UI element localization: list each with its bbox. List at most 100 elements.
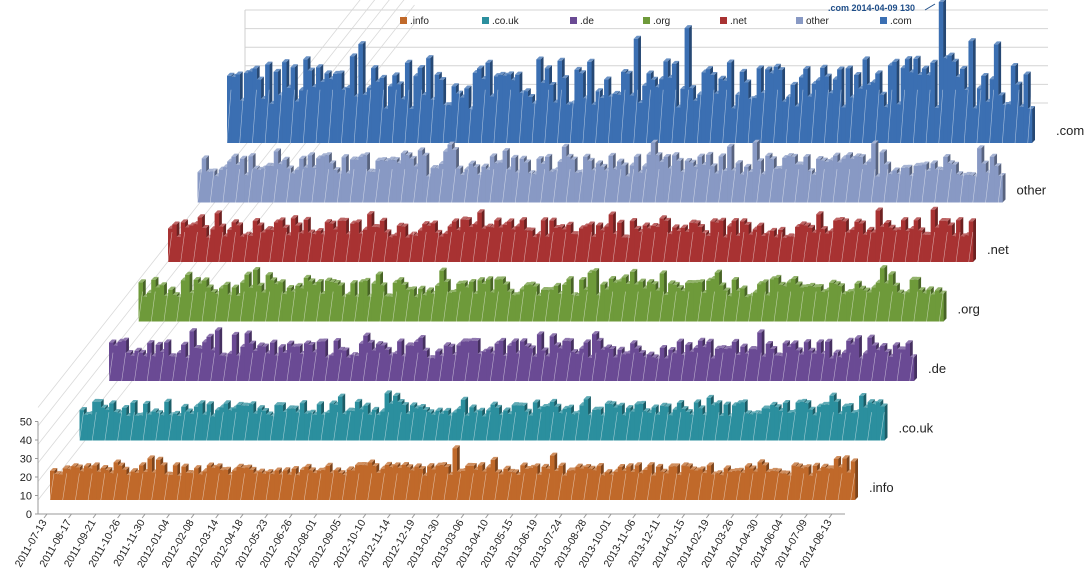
bar-top [287,405,295,409]
bar-highlight [659,291,664,322]
bar-highlight [854,412,860,441]
bar-top [959,65,968,69]
bar [892,285,898,322]
bar [299,158,304,203]
bar [553,285,559,322]
bar-highlight [985,169,990,203]
bar-top [727,468,736,472]
bar [964,174,969,203]
bar-top [401,462,409,466]
bar-highlight [150,291,156,322]
bar-top [786,233,794,237]
bar [812,232,817,262]
bar [516,474,521,500]
bar-highlight [350,352,355,382]
bar-top [650,139,659,143]
bar [579,468,585,500]
bar [777,168,783,203]
bar [782,157,787,203]
bar-top [710,163,718,167]
bar-top [417,147,426,151]
x-axis: 2011-07-132011-08-172011-09-212011-10-26… [13,513,845,570]
bar-highlight [718,352,724,382]
bar-top [1015,81,1023,85]
bar [299,233,304,262]
bar-top [591,268,600,272]
bar [684,28,690,144]
bar-top [769,345,778,349]
bar [651,284,656,322]
bar-top [83,463,92,467]
bar-top [803,153,811,157]
bar-top [723,401,731,405]
x-tick [509,513,514,519]
bar [236,466,241,500]
bar [655,227,660,262]
bar [278,220,283,262]
bar [909,279,915,322]
bar [270,416,275,441]
bar-top [79,407,87,411]
bar-top [375,271,383,275]
bar-highlight [519,473,525,501]
bar-top [503,465,511,469]
bar [282,62,287,143]
bar-highlight [659,473,665,501]
bar [625,284,631,322]
bar [875,176,880,203]
bar [159,285,165,322]
bar [638,473,644,500]
bar-highlight [646,291,652,322]
bar [443,233,448,262]
bar [592,409,597,441]
bar [638,403,644,441]
bar-top [375,341,384,345]
bar-top [676,157,684,161]
bar [812,465,818,500]
bar-top [922,231,930,235]
bar-top [727,143,735,147]
bar-top [96,398,104,402]
bar-top [160,462,168,466]
bar-top [549,452,558,456]
bar-top [854,71,862,75]
bar [329,282,334,322]
bar [337,285,343,322]
bar-top [490,456,498,460]
bar-top [583,153,591,157]
bar [842,458,847,500]
bar-top [600,163,608,167]
bar-top [417,65,425,69]
bar [896,104,901,143]
x-tick [656,513,661,519]
bar-top [774,274,782,278]
bar-top [858,285,866,289]
bar-top [930,206,938,210]
bar [278,474,284,500]
bar-top [981,72,989,76]
bar-top [316,338,324,342]
bar [960,236,965,262]
bar [613,282,618,322]
bar [833,458,839,500]
bar-top [685,342,693,346]
x-tick [190,513,195,519]
bar-top [816,283,824,287]
bar [854,283,860,322]
bar [341,157,347,203]
x-tick [485,513,489,519]
bar-top [193,345,201,349]
bar [256,169,262,203]
bar [456,230,461,262]
bar-top [172,221,180,225]
bar [329,223,334,262]
bar [676,403,682,441]
bar [613,357,618,381]
bar-top [405,342,413,346]
bar [596,295,601,322]
bar [617,222,622,262]
bar [455,93,461,143]
bar-top [804,464,812,468]
bar-highlight [358,231,363,263]
bar-top [397,338,405,342]
